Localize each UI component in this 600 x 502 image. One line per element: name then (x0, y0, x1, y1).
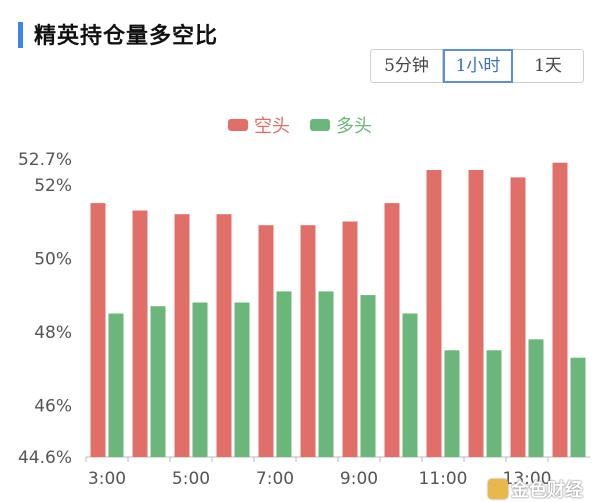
watermark: 金色财经 (488, 476, 583, 502)
bar-short (426, 170, 442, 457)
bar-short (174, 214, 190, 457)
legend-swatch-short (228, 119, 248, 131)
period-5min-button[interactable]: 5分钟 (371, 50, 443, 82)
x-tick-label: 9:00 (340, 469, 378, 489)
bar-long (528, 339, 544, 457)
bar-short (258, 225, 274, 457)
bar-long (360, 295, 376, 457)
y-tick-label: 52.7% (18, 150, 72, 170)
title-accent-bar (18, 22, 23, 48)
y-tick-label: 52% (34, 176, 72, 196)
bar-long (234, 302, 250, 457)
bar-long (570, 357, 586, 457)
chart-title: 精英持仓量多空比 (34, 24, 219, 49)
bar-short (342, 221, 358, 457)
y-tick-label: 48% (34, 323, 72, 343)
bar-long (444, 350, 460, 457)
legend-swatch-long (310, 119, 330, 131)
y-tick-label: 46% (34, 396, 72, 416)
period-1hour-button[interactable]: 1小时 (443, 49, 513, 83)
bar-short (384, 203, 400, 457)
bar-long (486, 350, 502, 457)
watermark-text: 金色财经 (511, 480, 583, 501)
bar-short (510, 177, 526, 457)
bar-short (216, 214, 232, 457)
x-tick-label: 11:00 (419, 469, 468, 489)
bar-long (276, 291, 292, 457)
y-tick-label: 50% (34, 249, 72, 269)
bar-short (468, 170, 484, 457)
bar-short (300, 225, 316, 457)
x-tick-label: 13:00 (503, 469, 552, 489)
bar-long (150, 306, 166, 457)
x-tick-label: 5:00 (172, 469, 210, 489)
bar-short (132, 210, 148, 457)
bar-long (402, 313, 418, 457)
bar-short (90, 203, 106, 457)
legend-label-short: 空头 (254, 116, 290, 137)
period-1day-button[interactable]: 1天 (534, 56, 562, 76)
legend-label-long: 多头 (336, 116, 372, 137)
bar-long (318, 291, 334, 457)
x-tick-label: 7:00 (256, 469, 294, 489)
watermark-logo-icon (488, 479, 508, 499)
y-tick-label: 44.6% (18, 448, 72, 468)
bar-long (192, 302, 208, 457)
x-tick-label: 3:00 (88, 469, 126, 489)
period-selector: 5分钟 1小时 1天 (370, 49, 584, 83)
bar-long (108, 313, 124, 457)
bar-short (552, 162, 568, 457)
